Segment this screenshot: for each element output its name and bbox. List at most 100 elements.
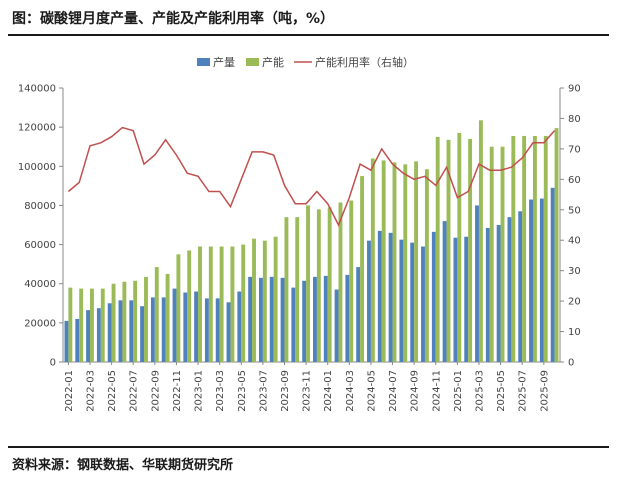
capacity-bar	[435, 136, 440, 362]
production-bar	[485, 227, 490, 362]
y2-tick-label: 20	[568, 297, 581, 308]
production-bar	[194, 291, 199, 362]
x-tick-label: 2025-05	[496, 370, 507, 412]
capacity-bar	[457, 133, 462, 362]
capacity-bar	[100, 288, 105, 362]
capacity-bar	[68, 287, 73, 362]
production-bar	[377, 230, 382, 362]
x-tick-label: 2022-09	[150, 370, 161, 412]
production-bar	[453, 237, 458, 362]
production-bar	[388, 232, 393, 362]
capacity-bar	[144, 276, 148, 362]
top-rule	[8, 34, 609, 36]
production-bar	[150, 297, 155, 362]
legend-label-production: 产量	[213, 55, 235, 69]
y-tick-label: 80000	[24, 201, 56, 212]
x-tick-label: 2024-01	[323, 370, 334, 412]
y2-tick-label: 10	[568, 327, 581, 338]
capacity-bar	[414, 161, 419, 362]
source-note: 资料来源：钢联数据、华联期货研究所	[12, 458, 234, 473]
x-tick-label: 2024-11	[431, 370, 442, 412]
production-bar	[161, 297, 166, 362]
x-tick-label: 2022-11	[172, 370, 183, 412]
x-tick-label: 2024-09	[410, 370, 421, 412]
production-bar	[237, 291, 242, 362]
production-bar	[323, 275, 328, 362]
production-bar	[269, 276, 274, 362]
x-tick-label: 2025-09	[539, 370, 550, 412]
capacity-bar	[338, 202, 343, 362]
bottom-rule	[8, 446, 609, 448]
production-bar	[356, 267, 361, 362]
capacity-bar	[122, 281, 127, 362]
x-tick-label: 2023-09	[280, 370, 291, 412]
production-bar	[291, 287, 296, 362]
production-bar	[507, 217, 512, 362]
production-bar	[421, 246, 425, 362]
y-tick-label: 40000	[24, 279, 56, 290]
x-tick-label: 2024-05	[366, 370, 377, 412]
capacity-bar	[327, 207, 332, 362]
capacity-bar	[252, 238, 256, 362]
x-tick-label: 2024-07	[388, 370, 399, 412]
capacity-bar	[511, 135, 516, 362]
capacity-bar	[230, 246, 235, 362]
production-bar	[518, 211, 523, 362]
capacity-bar	[392, 162, 397, 362]
production-bar	[410, 242, 415, 362]
legend-swatch-capacity	[246, 58, 259, 66]
capacity-bar	[468, 138, 473, 362]
y2-tick-label: 0	[568, 358, 574, 369]
x-tick-label: 2022-03	[86, 370, 97, 412]
capacity-bar	[262, 240, 267, 362]
production-bar	[550, 187, 555, 362]
x-tick-label: 2023-11	[302, 370, 313, 412]
production-bar	[431, 231, 436, 362]
production-bar	[529, 199, 533, 362]
chart-title: 图：碳酸锂月度产量、产能及产能利用率（吨，%）	[12, 11, 335, 27]
capacity-bar	[370, 158, 375, 362]
production-bar	[226, 302, 231, 362]
production-bar	[204, 298, 209, 362]
capacity-bar	[79, 288, 84, 362]
capacity-bar	[133, 280, 138, 362]
x-tick-label: 2023-01	[194, 370, 205, 412]
x-tick-label: 2025-03	[474, 370, 485, 412]
production-bar	[280, 277, 285, 362]
production-bar	[496, 225, 501, 362]
capacity-bar	[349, 200, 354, 362]
y-tick-label: 20000	[24, 318, 56, 329]
y-tick-label: 0	[50, 358, 56, 369]
y-tick-label: 60000	[24, 240, 56, 251]
capacity-bar	[316, 209, 321, 362]
x-tick-label: 2023-05	[237, 370, 248, 412]
capacity-bar	[478, 120, 483, 363]
x-tick-label: 2022-07	[129, 370, 140, 412]
production-bar	[248, 276, 253, 362]
y-tick-label: 100000	[18, 162, 56, 173]
production-bar	[399, 239, 404, 362]
capacity-bar	[241, 244, 246, 362]
production-bar	[86, 310, 91, 362]
production-bar	[140, 306, 145, 362]
y2-tick-label: 90	[568, 84, 581, 95]
y2-tick-label: 40	[568, 236, 581, 247]
capacity-bar	[554, 128, 559, 362]
x-tick-label: 2023-03	[215, 370, 226, 412]
production-bar	[345, 274, 350, 362]
legend-swatch-production	[197, 58, 210, 66]
y2-tick-label: 80	[568, 114, 581, 125]
x-tick-label: 2022-05	[107, 370, 118, 412]
legend-label-capacity: 产能	[262, 55, 284, 69]
x-tick-label: 2024-03	[345, 370, 356, 412]
production-bar	[442, 221, 447, 362]
production-bar	[172, 288, 177, 362]
y2-tick-label: 70	[568, 144, 581, 155]
production-bar	[129, 300, 134, 362]
x-tick-label: 2025-07	[518, 370, 529, 412]
production-bar	[367, 240, 371, 362]
x-tick-label: 2023-07	[258, 370, 269, 412]
capacity-bar	[154, 267, 159, 362]
x-tick-label: 2022-01	[64, 370, 75, 412]
